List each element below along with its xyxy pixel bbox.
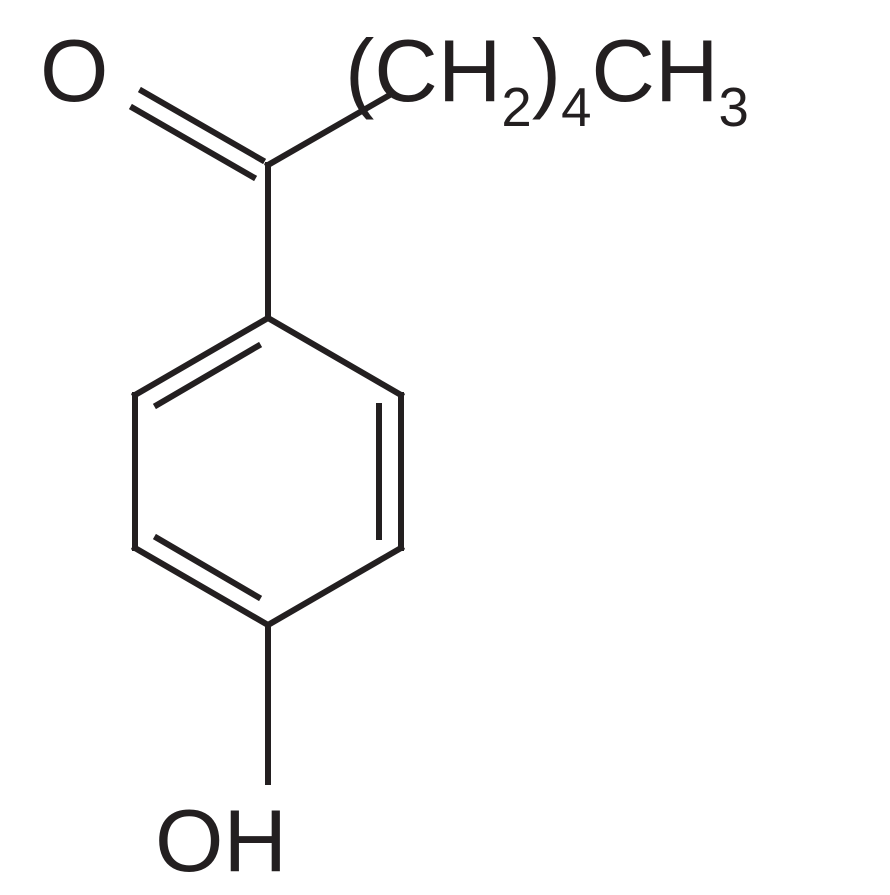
alkyl-chain-label: (CH2)4CH3 (345, 20, 749, 133)
bonds-group (133, 91, 401, 782)
oxygen-carbonyl-label: O (40, 20, 108, 122)
bond-layer (0, 0, 890, 890)
hydroxyl-label: OH (155, 790, 287, 892)
chemical-structure-canvas: O (CH2)4CH3 OH (0, 0, 890, 890)
